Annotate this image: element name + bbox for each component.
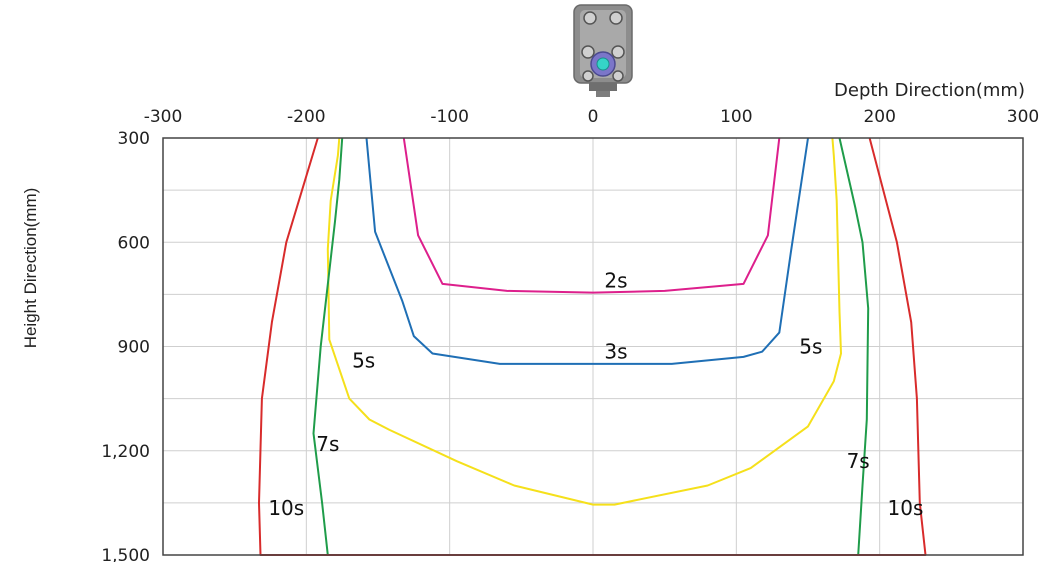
curve-label-5s: 5s: [799, 335, 822, 359]
y-tick-label: 1,500: [101, 546, 150, 562]
y-tick-label: 900: [118, 338, 150, 358]
curve-label-3s: 3s: [604, 340, 627, 364]
series-line-2s: [402, 137, 781, 294]
curve-label-7s: 7s: [847, 449, 870, 473]
x-axis-title: Depth Direction(mm): [834, 80, 1025, 101]
y-tick-label: 1,200: [101, 442, 150, 462]
y-axis-ticks: 300 600 900 1,200 1,500: [101, 129, 150, 562]
curve-label-10s: 10s: [888, 496, 924, 520]
curve-label-7s: 7s: [316, 432, 339, 456]
x-tick-label: -300: [144, 107, 183, 127]
x-tick-label: 0: [588, 107, 599, 127]
x-tick-label: -100: [430, 107, 469, 127]
chart-grid: [162, 137, 1024, 556]
curve-label-10s: 10s: [268, 496, 304, 520]
curve-label-5s: 5s: [352, 348, 375, 372]
x-tick-label: -200: [287, 107, 326, 127]
x-tick-label: 300: [1007, 107, 1039, 127]
x-axis-ticks: -300 -200 -100 0 100 200 300: [144, 107, 1040, 127]
series-line-3s: [365, 137, 809, 365]
y-tick-label: 300: [118, 129, 150, 149]
plot-frame: [162, 137, 1024, 556]
series-line-5s: [326, 137, 842, 506]
sensor-device-icon: [573, 4, 633, 97]
y-axis-title: Height Direction(mm): [21, 188, 40, 349]
curve-label-2s: 2s: [604, 268, 627, 292]
x-tick-label: 100: [720, 107, 752, 127]
curve-labels: 2s 3s 5s 5s 7s 7s 10s 10s: [268, 268, 923, 520]
y-tick-label: 600: [118, 233, 150, 253]
x-tick-label: 200: [863, 107, 895, 127]
